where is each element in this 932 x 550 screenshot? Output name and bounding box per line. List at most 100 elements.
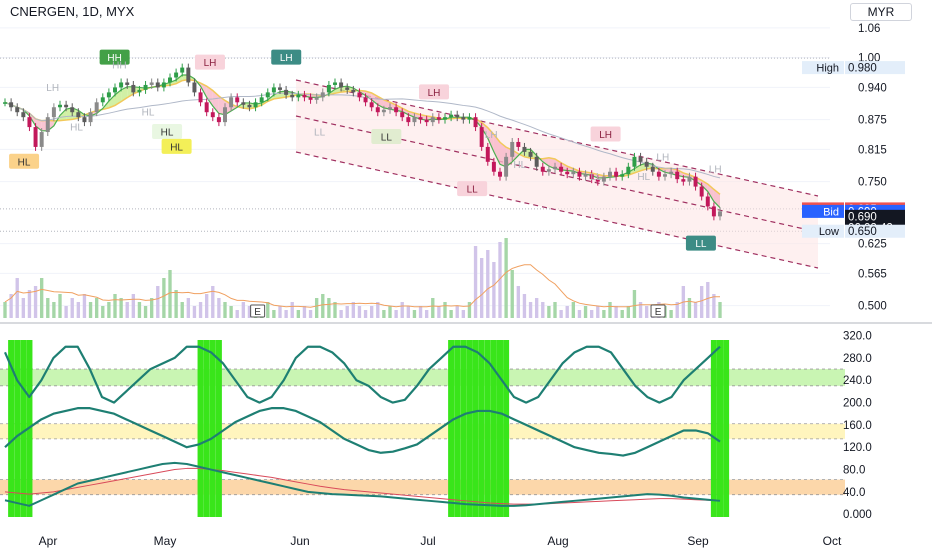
volume-bar [418,306,423,318]
candle-body [479,127,484,147]
candle-body [326,84,331,93]
swing-label-text: LH [46,83,59,94]
earnings-marker-box [250,304,266,318]
volume-bar [64,306,68,318]
volume-bars [3,238,722,318]
swing-label-bg [99,49,130,65]
volume-bar [559,310,563,318]
volume-bar [541,302,545,318]
volume-bar [33,286,38,318]
time-tick-label: May [154,534,177,548]
swing-label-text: LL [591,172,603,183]
volume-bar [400,302,404,318]
swing-label: HH [112,61,126,72]
candle-body [455,114,460,118]
volume-bar [547,306,551,318]
signal-bar [454,340,461,517]
candle-body [88,112,93,123]
signal-bar [710,340,717,517]
swing-label: LL [591,172,603,183]
swing-label: HH [99,49,130,65]
candle-body [669,171,674,175]
volume-bar [217,298,221,318]
swing-label: LH [46,83,59,94]
price-tick-label: 0.500 [858,301,887,313]
volume-ma-line [4,264,720,308]
volume-bar [21,298,26,318]
price-marker: Low 0.650 [802,224,905,238]
volume-bar [314,298,319,318]
swing-label-bg [9,153,40,169]
price-marker-label-bg [802,224,844,238]
trend-channel [295,79,819,269]
candle-body [375,107,380,113]
volume-bar [369,306,374,318]
volume-bar [412,310,417,318]
candle-body [278,87,282,90]
candle-body [345,87,350,90]
volume-bar [443,302,447,318]
volume-bar [644,306,649,318]
candle-body [39,132,44,147]
candle-body [113,87,117,93]
volume-bar [687,298,692,318]
candle-body [204,102,209,113]
swing-label: HL [513,160,526,171]
time-tick-label: Aug [547,534,568,548]
ma-ribbon-segment [206,86,213,107]
swing-label-text: HL [170,142,183,153]
swing-label: LH [271,49,302,65]
candle-body [553,166,557,170]
candle-body [540,166,545,172]
candle-body [33,127,38,147]
swing-label: HL [161,138,192,154]
signal-bar [723,340,730,517]
volume-bar [357,306,362,318]
candle-body [45,117,50,133]
osc-line3 [4,461,721,507]
volume-bar [620,310,624,318]
swing-label-text: LL [467,185,479,196]
volume-bar [437,306,441,318]
volume-bar [76,302,81,318]
signal-bar [8,340,15,517]
volume-bar [46,298,50,318]
swing-label: HL [152,124,183,140]
candle-body [82,117,87,123]
candle-body [638,156,643,162]
candle-body [412,117,417,123]
swing-label-text: LL [381,133,393,144]
candle-body [430,117,435,123]
candle-body [168,77,172,83]
ma-ribbon-segment [60,109,67,121]
price-marker: High 0.980 [802,61,905,75]
candle-body [284,89,289,95]
swing-label-bg [457,181,488,197]
volume-bar [52,302,56,318]
volume-bar [266,302,270,318]
swing-label-text: HL [637,172,650,183]
candle-body [119,82,124,88]
volume-bar [467,302,472,318]
volume-bar [70,298,74,318]
signal-bar [497,340,503,517]
candle-body [516,141,521,147]
candle-body [650,166,655,172]
swing-label-text: LH [485,130,498,141]
swing-label-bg [271,49,302,65]
volume-bar [119,298,123,318]
volume-bar [363,310,368,318]
volume-bar [113,294,117,318]
price-marker-label-bg [802,61,844,75]
price-marker-value-bg [845,61,905,75]
volume-bar [424,310,429,318]
volume-bar [82,294,87,318]
volume-bar [589,310,594,318]
candle-body [491,161,496,172]
candle-body [418,117,423,120]
price-tick-label: 0.750 [858,177,887,189]
swing-label-text: HL [161,128,174,139]
currency-button[interactable]: MYR [850,3,912,21]
signal-bar [203,340,210,517]
